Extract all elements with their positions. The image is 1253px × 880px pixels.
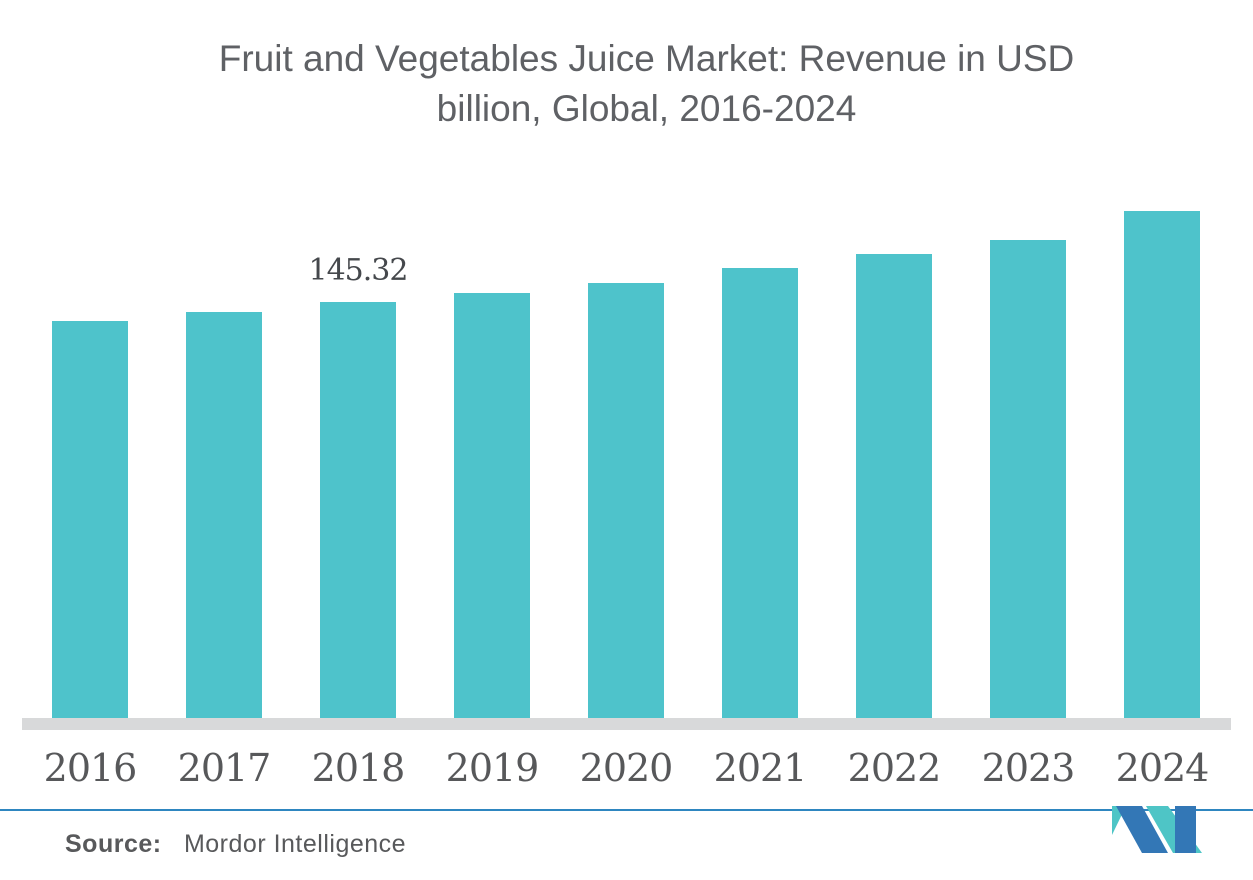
chart-title-line1: Fruit and Vegetables Juice Market: Reven…: [218, 38, 1075, 79]
data-label-2018: 145.32: [308, 253, 409, 288]
x-axis-line: [22, 718, 1231, 730]
source-value: Mordor Intelligence: [183, 830, 407, 858]
bar-2018: [320, 302, 396, 718]
bar-2020: [588, 283, 664, 718]
x-tick-2018: 2018: [311, 746, 406, 790]
x-tick-2016: 2016: [43, 746, 138, 790]
x-tick-2020: 2020: [579, 746, 674, 790]
x-tick-2023: 2023: [981, 746, 1076, 790]
source-attribution: Source: Mordor Intelligence: [65, 830, 406, 859]
bar-2016: [52, 321, 128, 718]
chart-title: Fruit and Vegetables Juice Market: Reven…: [40, 34, 1253, 134]
bar-2017: [186, 312, 262, 718]
chart-title-line2: billion, Global, 2016-2024: [436, 88, 857, 129]
x-tick-2017: 2017: [177, 746, 272, 790]
x-tick-2022: 2022: [847, 746, 942, 790]
mordor-intelligence-logo: [1112, 806, 1202, 853]
source-label: Source:: [65, 830, 162, 858]
x-tick-2024: 2024: [1115, 746, 1210, 790]
bar-2024: [1124, 211, 1200, 718]
bar-2023: [990, 240, 1066, 718]
footer-divider-line: [0, 809, 1253, 811]
bar-2019: [454, 293, 530, 718]
bar-2022: [856, 254, 932, 718]
bar-2021: [722, 268, 798, 718]
x-tick-2021: 2021: [713, 746, 808, 790]
x-tick-2019: 2019: [445, 746, 540, 790]
